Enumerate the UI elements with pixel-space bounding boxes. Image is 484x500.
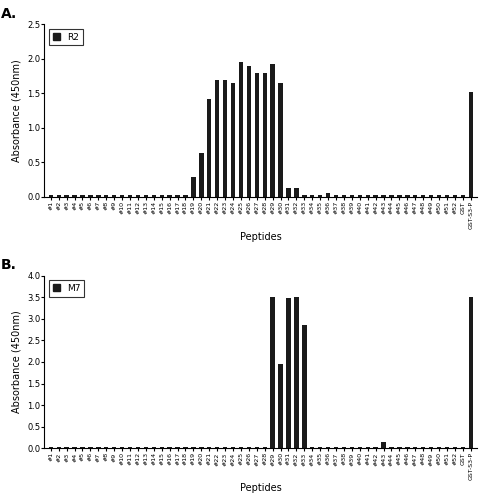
Bar [255, 447, 259, 448]
Bar [104, 447, 108, 448]
Legend: M7: M7 [49, 280, 84, 296]
Bar [365, 447, 370, 448]
Bar [223, 447, 227, 448]
Bar [231, 447, 235, 448]
Bar [262, 447, 267, 448]
Bar [445, 447, 449, 448]
Bar [120, 447, 124, 448]
Bar [262, 72, 267, 196]
Bar [57, 447, 61, 448]
Bar [429, 447, 433, 448]
Bar [278, 364, 283, 448]
Bar [80, 447, 85, 448]
Bar [88, 447, 92, 448]
Bar [397, 447, 402, 448]
Y-axis label: Absorbance (450nm): Absorbance (450nm) [12, 59, 22, 162]
Bar [271, 298, 275, 448]
Bar [302, 326, 306, 448]
Bar [48, 447, 53, 448]
Bar [326, 192, 330, 196]
Bar [231, 83, 235, 196]
Bar [64, 447, 69, 448]
Bar [207, 99, 212, 196]
Bar [191, 178, 196, 197]
Bar [223, 80, 227, 196]
Bar [342, 447, 346, 448]
Bar [136, 447, 140, 448]
Y-axis label: Absorbance (450nm): Absorbance (450nm) [12, 310, 21, 414]
Bar [278, 83, 283, 196]
Bar [96, 447, 101, 448]
Bar [358, 447, 362, 448]
Bar [199, 447, 203, 448]
Bar [389, 447, 393, 448]
Bar [294, 188, 299, 196]
X-axis label: Peptides: Peptides [240, 483, 282, 493]
Text: A.: A. [1, 7, 17, 21]
Bar [199, 154, 203, 196]
Bar [144, 447, 148, 448]
Bar [294, 298, 299, 448]
Bar [247, 66, 251, 196]
Bar [334, 447, 338, 448]
Bar [73, 447, 77, 448]
Bar [453, 447, 457, 448]
Bar [469, 92, 473, 196]
Bar [160, 447, 164, 448]
Bar [151, 447, 156, 448]
Bar [374, 447, 378, 448]
X-axis label: Peptides: Peptides [240, 232, 282, 241]
Bar [287, 298, 291, 448]
Bar [413, 447, 417, 448]
Bar [247, 447, 251, 448]
Bar [318, 447, 322, 448]
Bar [255, 72, 259, 196]
Bar [421, 447, 425, 448]
Bar [437, 447, 441, 448]
Bar [215, 447, 219, 448]
Bar [207, 447, 212, 448]
Bar [239, 447, 243, 448]
Bar [381, 442, 386, 448]
Text: B.: B. [1, 258, 17, 272]
Bar [112, 447, 116, 448]
Bar [271, 64, 275, 196]
Bar [175, 447, 180, 448]
Bar [191, 447, 196, 448]
Bar [461, 447, 465, 448]
Bar [350, 447, 354, 448]
Legend: R2: R2 [49, 29, 82, 45]
Bar [469, 298, 473, 448]
Bar [167, 447, 172, 448]
Bar [128, 447, 132, 448]
Bar [215, 80, 219, 196]
Bar [183, 447, 188, 448]
Bar [239, 62, 243, 196]
Bar [310, 447, 315, 448]
Bar [405, 447, 409, 448]
Bar [287, 188, 291, 196]
Bar [326, 447, 330, 448]
